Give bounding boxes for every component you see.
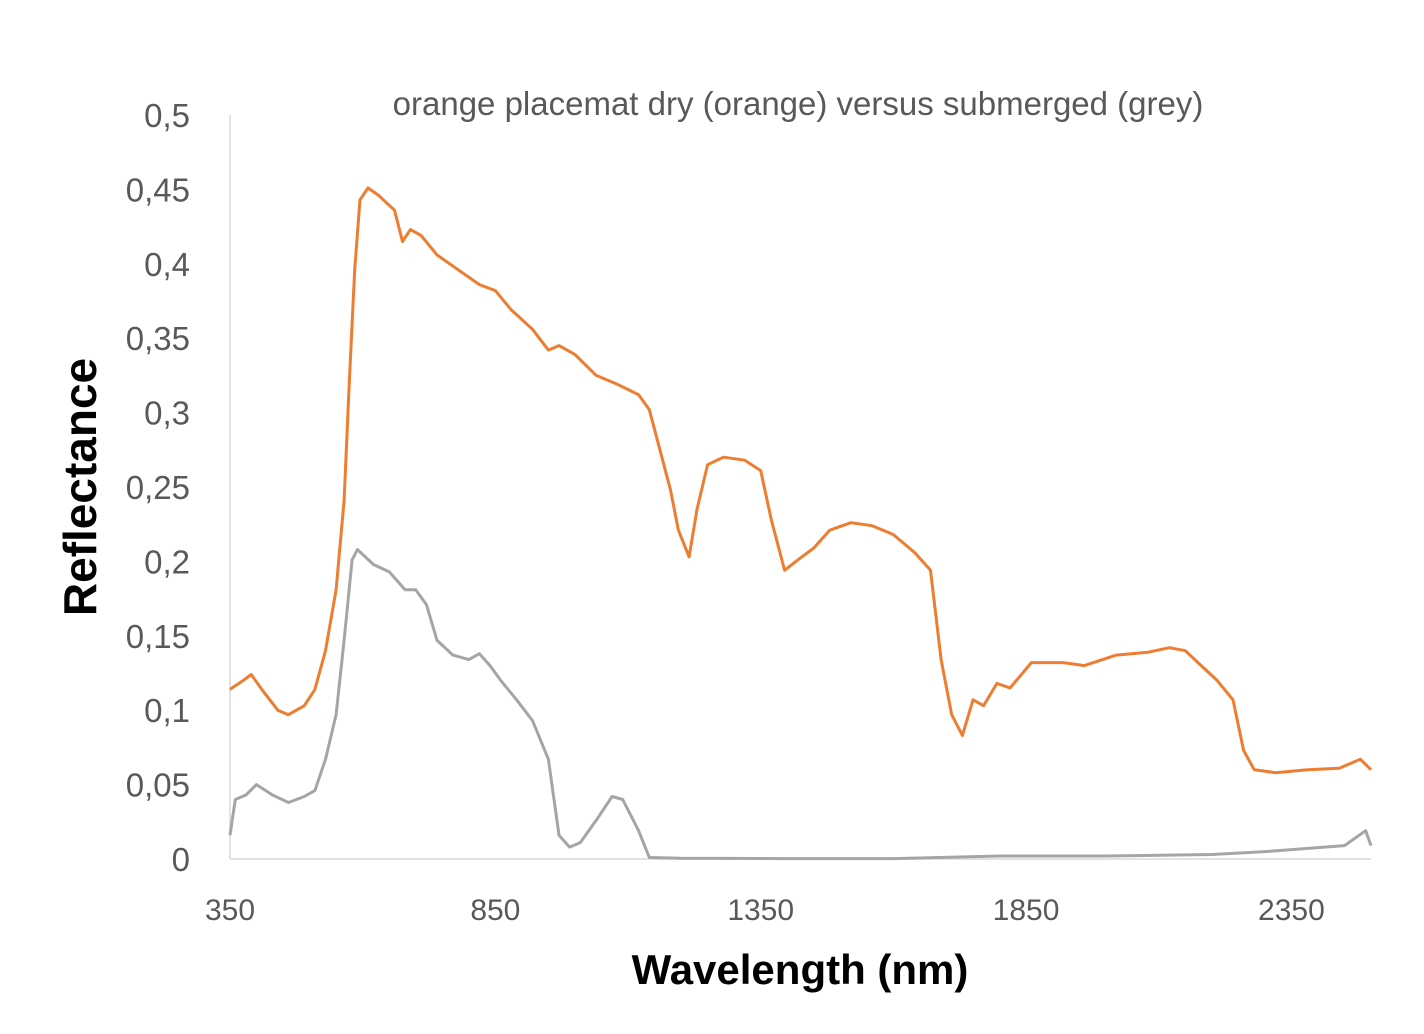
x-tick-label: 1350 xyxy=(727,894,794,927)
y-tick-label: 0,3 xyxy=(144,395,190,432)
x-tick-label: 850 xyxy=(470,894,520,927)
x-tick-label: 350 xyxy=(205,894,255,927)
x-axis-label: Wavelength (nm) xyxy=(632,946,969,993)
y-tick-label: 0,25 xyxy=(126,469,190,506)
series-line-submerged xyxy=(228,548,1373,861)
y-tick-label: 0,4 xyxy=(144,246,190,283)
y-tick-label: 0,05 xyxy=(126,767,190,804)
y-tick-label: 0 xyxy=(172,841,190,878)
y-tick-label: 0,15 xyxy=(126,618,190,655)
x-tick-label: 2350 xyxy=(1258,894,1325,927)
y-tick-label: 0,5 xyxy=(144,97,190,134)
y-tick-label: 0,45 xyxy=(126,171,190,208)
y-tick-label: 0,1 xyxy=(144,692,190,729)
x-tick-label: 1850 xyxy=(993,894,1060,927)
chart-title: orange placemat dry (orange) versus subm… xyxy=(393,85,1204,122)
y-tick-label: 0,2 xyxy=(144,543,190,580)
y-axis-label: Reflectance xyxy=(54,358,106,616)
y-tick-label: 0,35 xyxy=(126,320,190,357)
series-line-dry xyxy=(229,186,1373,775)
